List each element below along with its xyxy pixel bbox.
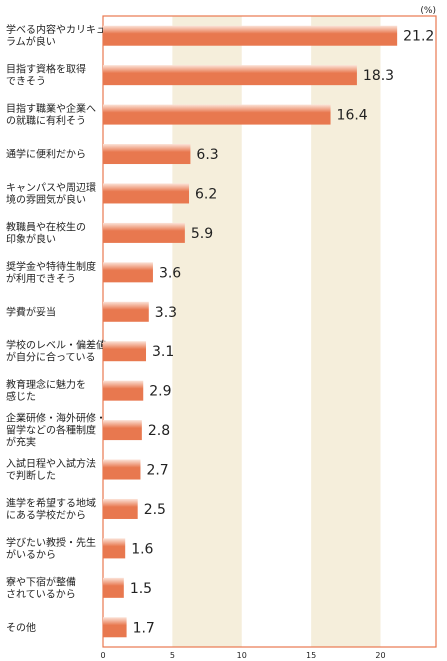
category-label: 目指す資格を取得できそう [6, 63, 86, 88]
bar [103, 341, 147, 362]
category-label: 寮や下宿が整備されているから [6, 575, 76, 600]
category-label: 入試日程や入試方法で判断した [6, 457, 96, 482]
category-label: 学費が妥当 [6, 305, 56, 318]
value-label: 1.6 [131, 541, 153, 557]
category-label: 教職員や在校生の印象が良い [6, 220, 86, 245]
value-label: 5.9 [191, 226, 213, 242]
category-label: 奨学金や特待生制度が利用できそう [6, 260, 96, 285]
value-label: 1.7 [133, 620, 155, 636]
category-label: 通学に便利だから [6, 148, 86, 161]
plot-frame [102, 15, 437, 648]
category-label: 教育理念に魅力を感じた [6, 378, 86, 403]
bar [103, 144, 191, 165]
bar [103, 498, 138, 519]
category-label: キャンパスや周辺環境の雰囲気が良い [6, 182, 96, 206]
category-label: その他 [6, 621, 36, 634]
category-label: 目指す職業や企業への就職に有利そう [6, 102, 96, 127]
bar [103, 617, 127, 638]
bar [103, 222, 185, 243]
value-label: 21.2 [403, 29, 434, 45]
category-label: 学べる内容やカリキュラムが良い [6, 23, 106, 48]
value-label: 3.3 [155, 305, 177, 321]
category-label: 企業研修・海外研修・留学などの各種制度が充実 [6, 412, 106, 449]
value-label: 3.1 [152, 344, 174, 360]
bar [103, 65, 357, 86]
value-label: 6.2 [195, 186, 217, 202]
x-tick-label: 20 [375, 651, 385, 660]
bar [103, 301, 149, 322]
value-label: 2.5 [144, 502, 166, 518]
value-label: 18.3 [363, 68, 394, 84]
value-label: 2.7 [146, 463, 168, 479]
value-label: 16.4 [337, 108, 368, 124]
value-label: 2.8 [148, 423, 170, 439]
bar [103, 459, 141, 480]
value-label: 3.6 [159, 265, 181, 281]
bar [103, 538, 126, 559]
bar [103, 25, 398, 46]
bar [103, 577, 124, 598]
value-label: 2.9 [149, 384, 171, 400]
bar [103, 420, 142, 441]
x-tick-label: 15 [306, 651, 316, 660]
bar [103, 380, 144, 401]
bar [103, 104, 331, 125]
value-label: 6.3 [196, 147, 218, 163]
category-label: 学校のレベル・偏差値が自分に合っている [6, 339, 106, 364]
bar [103, 183, 190, 204]
x-tick-label: 0 [100, 651, 105, 660]
value-label: 1.5 [130, 581, 152, 597]
x-tick-label: 5 [170, 651, 175, 660]
category-label: 学びたい教授・先生がいるから [6, 536, 96, 561]
x-tick-label: 10 [237, 651, 247, 660]
category-label: 進学を希望する地域にある学校だから [6, 496, 96, 521]
bar [103, 262, 153, 283]
unit-label: (%) [420, 6, 436, 16]
